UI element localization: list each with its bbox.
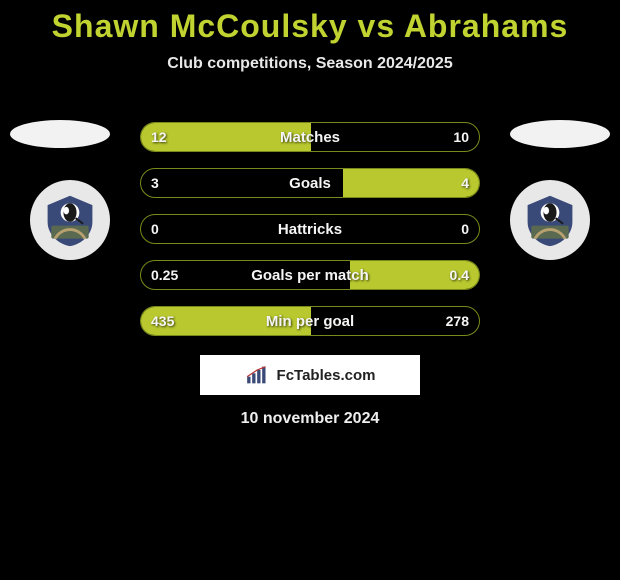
stat-label: Matches: [141, 123, 479, 151]
player1-oval-badge: [10, 120, 110, 148]
footer-date: 10 november 2024: [0, 410, 620, 428]
player1-name: Shawn McCoulsky: [52, 8, 348, 44]
page-title: Shawn McCoulsky vs Abrahams: [0, 8, 620, 45]
player2-oval-badge: [510, 120, 610, 148]
player1-club-crest: [30, 180, 110, 260]
stat-label: Goals per match: [141, 261, 479, 289]
bar-chart-icon: [245, 365, 271, 385]
player2-club-crest: [510, 180, 590, 260]
stat-row: 00Hattricks: [140, 214, 480, 244]
subtitle: Club competitions, Season 2024/2025: [0, 55, 620, 73]
stat-label: Min per goal: [141, 307, 479, 335]
crest-icon: [522, 192, 578, 248]
player2-name: Abrahams: [404, 8, 569, 44]
crest-icon: [42, 192, 98, 248]
stat-row: 435278Min per goal: [140, 306, 480, 336]
comparison-bars: 1210Matches 34Goals 00Hattricks 0.250.4Goal…: [140, 122, 480, 352]
stat-row: 34Goals: [140, 168, 480, 198]
brand-box: FcTables.com: [200, 355, 420, 395]
stat-row: 0.250.4Goals per match: [140, 260, 480, 290]
brand-text: FcTables.com: [277, 367, 376, 384]
stat-label: Goals: [141, 169, 479, 197]
stat-label: Hattricks: [141, 215, 479, 243]
stat-row: 1210Matches: [140, 122, 480, 152]
comparison-card: Shawn McCoulsky vs Abrahams Club competi…: [0, 0, 620, 580]
vs-text: vs: [358, 8, 396, 44]
